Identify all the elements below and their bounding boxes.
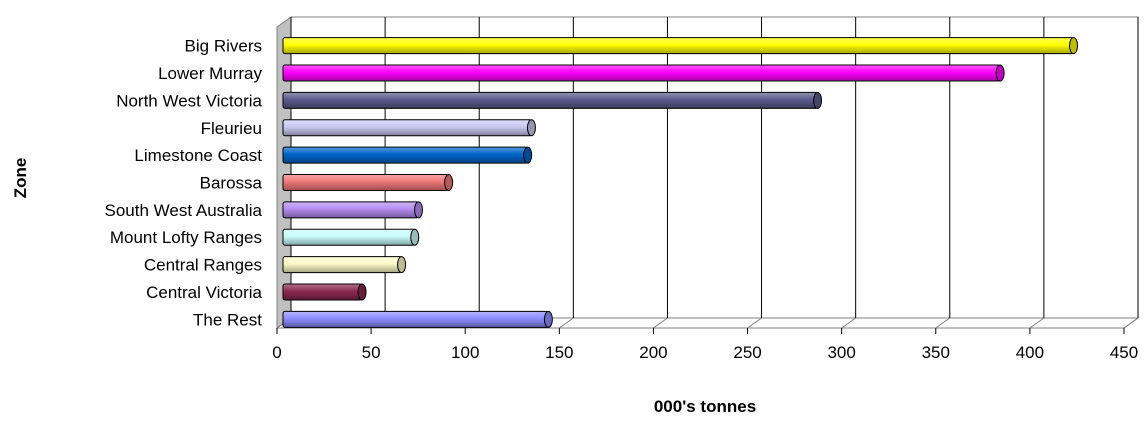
x-tick-label: 150 bbox=[545, 343, 573, 362]
bar bbox=[282, 146, 533, 164]
floor-gridline bbox=[653, 317, 668, 329]
bar bbox=[282, 310, 553, 328]
bar-body bbox=[282, 256, 403, 274]
floor-gridline bbox=[1123, 317, 1139, 329]
x-axis-title: 000's tonnes bbox=[654, 397, 756, 416]
bar-cap bbox=[995, 64, 1005, 82]
bar bbox=[282, 201, 424, 219]
y-category-label: Lower Murray bbox=[158, 64, 262, 83]
x-tick-label: 100 bbox=[451, 343, 479, 362]
x-tick-label: 250 bbox=[733, 343, 761, 362]
bar-body bbox=[282, 91, 819, 109]
bar-cap bbox=[444, 174, 454, 191]
y-category-label: Mount Lofty Ranges bbox=[110, 228, 262, 247]
bar bbox=[282, 119, 536, 137]
bar-cap bbox=[523, 146, 533, 164]
y-category-label: Fleurieu bbox=[201, 119, 262, 138]
y-category-label: Central Ranges bbox=[144, 256, 262, 275]
bar-cap bbox=[543, 310, 553, 328]
bar-cap bbox=[1069, 37, 1079, 55]
y-category-label: North West Victoria bbox=[116, 91, 262, 110]
bar-body bbox=[282, 283, 363, 301]
bar bbox=[282, 174, 454, 191]
bar-cap bbox=[397, 256, 407, 274]
x-tick-label: 450 bbox=[1110, 343, 1138, 362]
bar-cap bbox=[357, 283, 367, 301]
back-wall bbox=[290, 16, 1139, 319]
bars bbox=[282, 37, 1079, 328]
bar bbox=[282, 283, 367, 301]
x-axis-ticks: 0 50 100 150 200 250 300 350 400 450 bbox=[272, 328, 1138, 362]
bar-body bbox=[282, 201, 420, 219]
bar bbox=[282, 37, 1079, 55]
y-category-label: Big Rivers bbox=[185, 37, 262, 56]
x-tick-label: 50 bbox=[362, 343, 381, 362]
bar-body bbox=[282, 310, 549, 328]
floor-gridline bbox=[841, 317, 856, 329]
x-tick-label: 300 bbox=[827, 343, 855, 362]
x-tick-label: 400 bbox=[1016, 343, 1044, 362]
y-axis-title: Zone bbox=[11, 158, 30, 199]
y-category-label: Limestone Coast bbox=[134, 146, 262, 165]
side-wall bbox=[276, 16, 292, 329]
y-category-label: South West Australia bbox=[105, 201, 263, 220]
bar-cap bbox=[813, 91, 823, 109]
x-tick-label: 0 bbox=[272, 343, 281, 362]
y-axis-categories: Big Rivers Lower Murray North West Victori… bbox=[105, 37, 263, 330]
bar-cap bbox=[410, 228, 420, 246]
bar bbox=[282, 228, 420, 246]
y-category-label: Central Victoria bbox=[146, 283, 262, 302]
x-tick-label: 200 bbox=[639, 343, 667, 362]
bar bbox=[282, 64, 1005, 82]
bar bbox=[282, 91, 823, 109]
bar-body bbox=[282, 146, 529, 164]
floor-gridline bbox=[559, 317, 574, 329]
bar-body bbox=[282, 174, 450, 191]
plot-area bbox=[275, 16, 1140, 329]
bar-body bbox=[282, 228, 416, 246]
bar bbox=[282, 256, 407, 274]
bar-body bbox=[282, 64, 1001, 82]
bar-cap bbox=[526, 119, 536, 137]
bar-body bbox=[282, 119, 532, 137]
floor-gridline bbox=[1029, 317, 1045, 329]
floor-gridline bbox=[747, 317, 762, 329]
y-category-label: Barossa bbox=[200, 174, 263, 193]
y-category-label: The Rest bbox=[193, 310, 262, 329]
bar-body bbox=[282, 37, 1075, 55]
floor-gridline bbox=[935, 317, 951, 329]
bar-cap bbox=[414, 201, 424, 219]
x-tick-label: 350 bbox=[922, 343, 950, 362]
